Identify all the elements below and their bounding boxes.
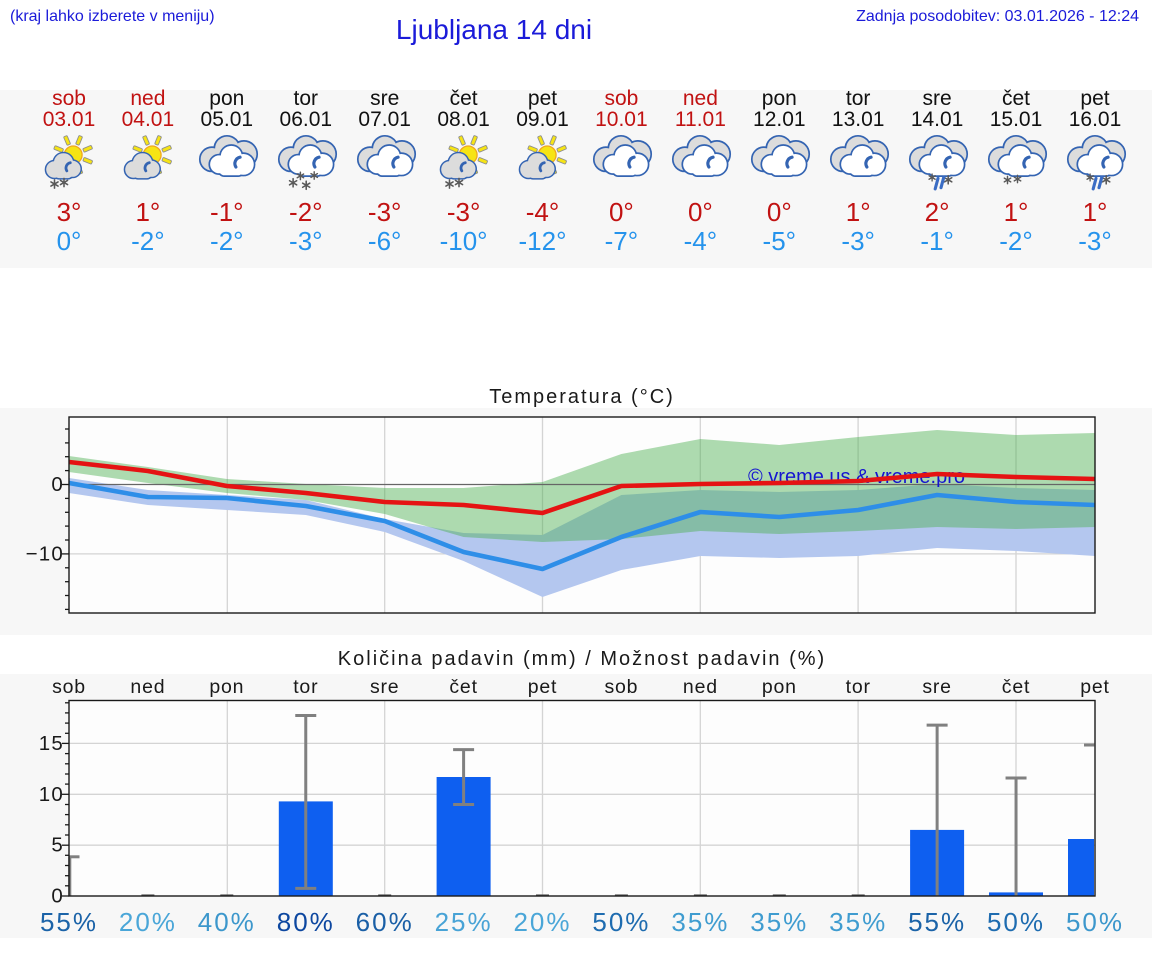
svg-text:35%: 35% [671, 907, 729, 937]
svg-text:pon: pon [762, 676, 797, 698]
svg-text:sob: sob [604, 676, 638, 698]
svg-text:sre: sre [922, 676, 952, 698]
svg-text:pon: pon [209, 676, 244, 698]
svg-text:tor: tor [293, 676, 318, 698]
svg-text:55%: 55% [40, 907, 98, 937]
svg-text:pet: pet [1080, 676, 1110, 698]
svg-text:ned: ned [130, 676, 165, 698]
svg-text:pet: pet [528, 676, 558, 698]
svg-text:50%: 50% [592, 907, 650, 937]
svg-text:20%: 20% [119, 907, 177, 937]
svg-text:sre: sre [370, 676, 400, 698]
svg-text:sob: sob [52, 676, 86, 698]
svg-text:55%: 55% [908, 907, 966, 937]
svg-text:čet: čet [449, 676, 477, 698]
svg-text:−10: −10 [26, 542, 64, 565]
svg-text:tor: tor [846, 676, 871, 698]
svg-text:50%: 50% [987, 907, 1045, 937]
svg-text:čet: čet [1002, 676, 1030, 698]
svg-text:20%: 20% [513, 907, 571, 937]
svg-text:80%: 80% [277, 907, 335, 937]
svg-text:25%: 25% [435, 907, 493, 937]
svg-text:ned: ned [683, 676, 718, 698]
svg-text:0: 0 [51, 473, 64, 496]
svg-text:15: 15 [39, 732, 64, 755]
svg-text:35%: 35% [829, 907, 887, 937]
svg-text:60%: 60% [356, 907, 414, 937]
svg-text:50%: 50% [1066, 907, 1124, 937]
svg-text:5: 5 [51, 834, 64, 857]
svg-text:35%: 35% [750, 907, 808, 937]
svg-text:40%: 40% [198, 907, 256, 937]
svg-text:10: 10 [39, 783, 64, 806]
svg-text:0: 0 [51, 885, 64, 908]
